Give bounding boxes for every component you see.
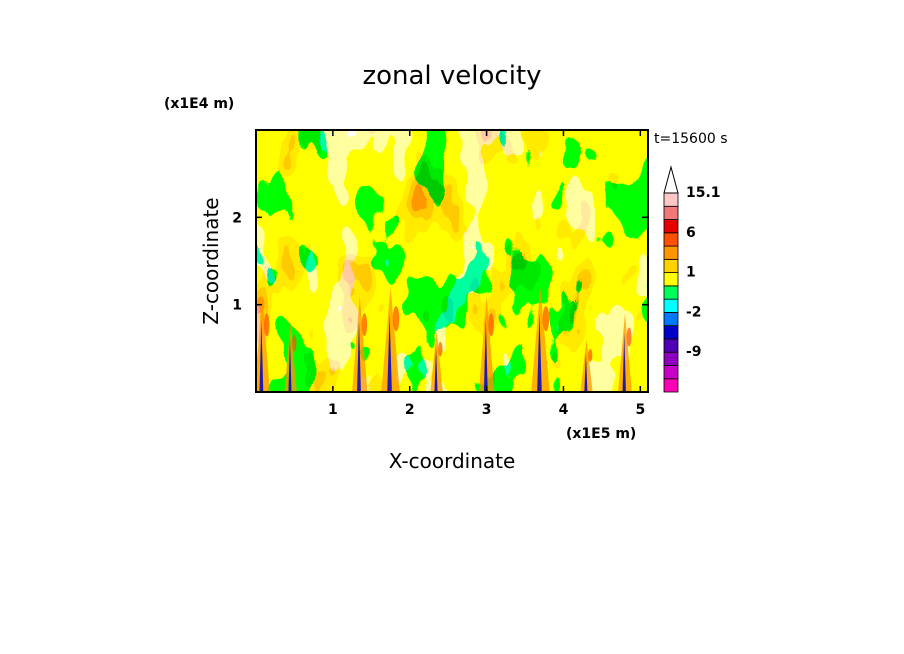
chart-title: zonal velocity	[362, 61, 541, 91]
colorbar-segment	[663, 365, 679, 380]
field-spike	[284, 322, 297, 392]
field-blob	[488, 313, 494, 337]
x-tick-label: 3	[482, 402, 492, 418]
colorbar-segment	[663, 338, 679, 353]
colorbar-label: 15.1	[686, 185, 721, 201]
y-tick-label: 1	[232, 298, 242, 314]
colorbar-segment	[663, 285, 679, 300]
field-spike-core	[259, 319, 264, 392]
colorbar: 15.1 6 1 -2 -9	[663, 165, 721, 393]
field-features	[256, 287, 632, 392]
x-axis-ticks: 1 2 3 4 5	[328, 130, 645, 418]
colorbar-segment	[663, 258, 679, 274]
contour-field	[256, 130, 648, 392]
colorbar-segment	[663, 351, 679, 366]
x-tick-label: 4	[559, 402, 569, 418]
field-spike-core	[357, 319, 361, 392]
field-spike	[352, 295, 368, 392]
plot-frame	[255, 129, 649, 393]
field-spike-core	[387, 313, 392, 392]
field-blob	[438, 341, 443, 357]
field-blob	[542, 306, 550, 332]
colorbar-segment	[663, 219, 679, 234]
field-blob	[392, 306, 400, 332]
y-axis-ticks: 12	[232, 210, 648, 314]
colorbar-segment	[663, 311, 679, 327]
field-blob	[292, 334, 297, 352]
x-unit-label: (x1E5 m)	[566, 426, 636, 442]
x-tick-label: 5	[635, 402, 645, 418]
field-spike	[478, 295, 495, 392]
field-spike-core	[483, 319, 488, 392]
colorbar-segment	[663, 272, 679, 287]
x-axis-label: X-coordinate	[389, 449, 516, 473]
field-blob	[626, 327, 632, 347]
field-spike	[430, 330, 443, 392]
field-spike	[580, 339, 593, 392]
field-spike-core	[584, 352, 588, 392]
field-spike-core	[537, 313, 542, 392]
colorbar-label: -2	[686, 304, 702, 320]
y-tick-label: 2	[232, 210, 242, 226]
colorbar-segment	[663, 245, 679, 260]
field-spike	[531, 287, 550, 392]
field-spike	[381, 287, 400, 392]
colorbar-segment	[663, 325, 679, 340]
field-blob	[361, 313, 368, 337]
colorbar-segment	[663, 298, 679, 313]
colorbar-segment	[663, 232, 679, 247]
y-unit-label: (x1E4 m)	[164, 96, 234, 112]
field-spike	[256, 295, 270, 392]
colorbar-segment	[663, 378, 679, 393]
x-tick-label: 2	[405, 402, 415, 418]
colorbar-label: 6	[686, 225, 696, 241]
colorbar-label: 1	[686, 265, 696, 281]
colorbar-segment	[663, 192, 679, 207]
y-axis-label: Z-coordinate	[199, 197, 223, 324]
field-blob	[588, 349, 593, 362]
field-spike	[618, 313, 632, 392]
field-texture	[256, 130, 648, 392]
colorbar-segment	[663, 205, 679, 220]
field-spike-core	[288, 339, 292, 392]
time-label: t=15600 s	[654, 131, 728, 147]
field-blob	[264, 313, 270, 337]
colorbar-label: -9	[686, 344, 702, 360]
x-tick-label: 1	[328, 402, 338, 418]
colorbar-extend-arrow	[663, 165, 679, 194]
field-spike-core	[622, 333, 626, 392]
field-spike-core	[434, 346, 438, 392]
